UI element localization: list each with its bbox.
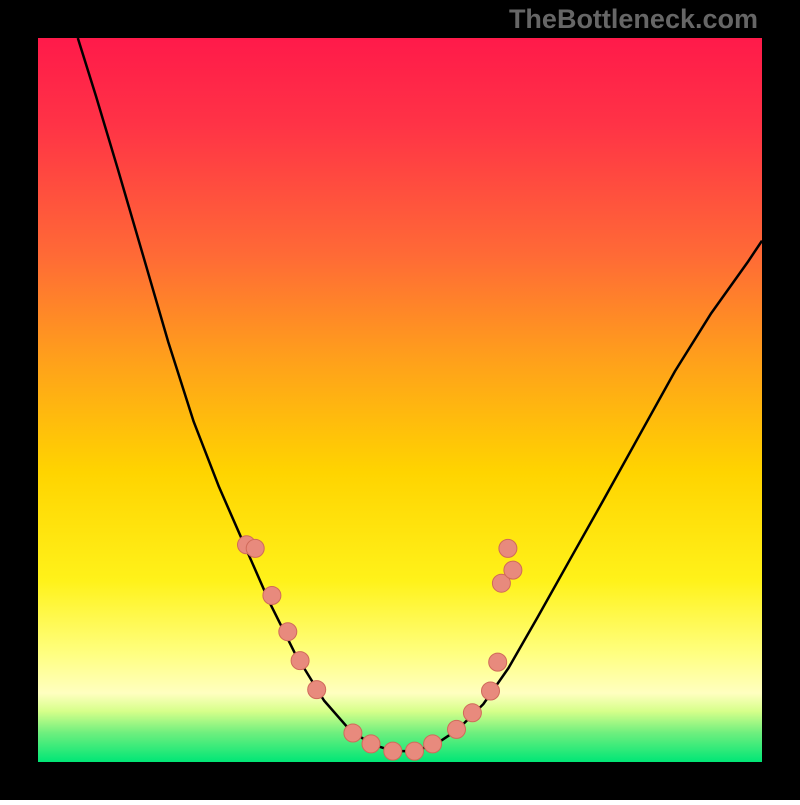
watermark-text: TheBottleneck.com xyxy=(509,4,758,35)
data-marker xyxy=(246,539,264,557)
data-marker xyxy=(384,742,402,760)
data-marker xyxy=(362,735,380,753)
data-marker xyxy=(448,720,466,738)
data-marker xyxy=(291,652,309,670)
data-marker xyxy=(489,653,507,671)
data-marker xyxy=(499,539,517,557)
data-marker xyxy=(482,682,500,700)
data-marker xyxy=(424,735,442,753)
data-marker xyxy=(279,623,297,641)
bottleneck-chart xyxy=(0,0,800,800)
data-marker xyxy=(308,681,326,699)
data-marker xyxy=(344,724,362,742)
plot-background xyxy=(38,38,762,762)
data-marker xyxy=(463,704,481,722)
data-marker xyxy=(406,742,424,760)
data-marker xyxy=(263,587,281,605)
data-marker xyxy=(504,561,522,579)
chart-frame: TheBottleneck.com xyxy=(0,0,800,800)
